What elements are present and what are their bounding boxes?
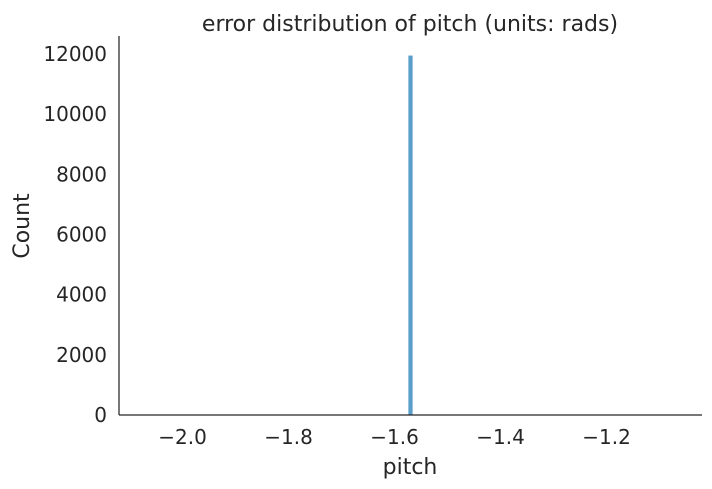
y-axis-label: Count xyxy=(10,193,35,259)
x-tick-label: −1.6 xyxy=(370,425,419,449)
x-tick-label: −1.2 xyxy=(582,425,631,449)
x-tick-label: −2.0 xyxy=(158,425,207,449)
x-tick-labels: −2.0 −1.8 −1.6 −1.4 −1.2 xyxy=(158,425,631,449)
y-tick-labels: 0 2000 4000 6000 8000 10000 12000 xyxy=(43,42,107,427)
x-axis-label: pitch xyxy=(383,455,438,480)
y-tick-label: 6000 xyxy=(56,223,107,247)
y-tick-label: 2000 xyxy=(56,343,107,367)
x-tick-label: −1.4 xyxy=(476,425,525,449)
y-tick-label: 10000 xyxy=(43,102,107,126)
x-tick-label: −1.8 xyxy=(264,425,313,449)
y-tick-label: 4000 xyxy=(56,283,107,307)
y-tick-label: 8000 xyxy=(56,162,107,186)
histogram-bar xyxy=(408,55,413,416)
y-tick-label: 0 xyxy=(94,403,107,427)
bars-group xyxy=(408,55,413,416)
chart-title: error distribution of pitch (units: rads… xyxy=(202,12,618,37)
y-tick-label: 12000 xyxy=(43,42,107,66)
